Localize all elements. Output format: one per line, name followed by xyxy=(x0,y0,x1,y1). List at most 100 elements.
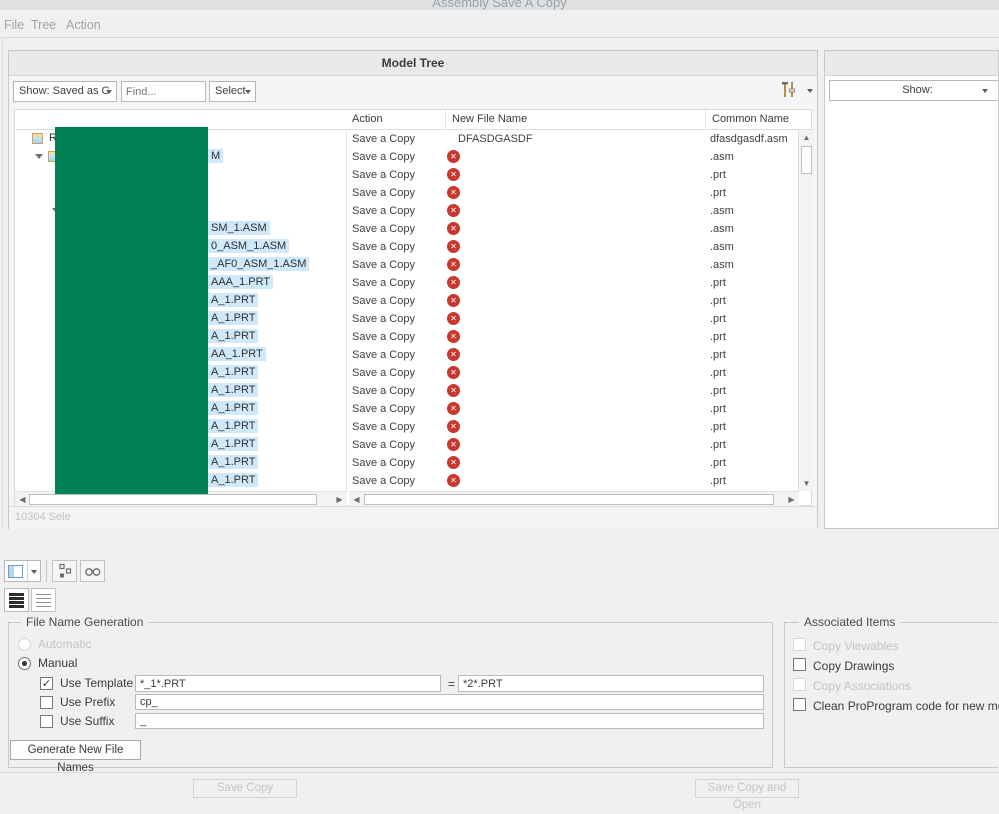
generate-new-file-names-button[interactable]: Generate New File Names xyxy=(10,740,141,774)
scrollbar-thumb[interactable] xyxy=(364,494,774,505)
use-template-checkbox[interactable] xyxy=(40,677,53,690)
scroll-left-icon[interactable]: ◀ xyxy=(353,495,360,504)
action-cell[interactable]: Save a Copy xyxy=(352,151,415,163)
tree-node-label[interactable]: A_1.PRT xyxy=(208,401,259,415)
action-cell[interactable]: Save a Copy xyxy=(352,169,415,181)
select-dropdown[interactable]: Select xyxy=(209,81,256,102)
scroll-up-icon[interactable]: ▲ xyxy=(802,133,811,142)
use-prefix-checkbox[interactable] xyxy=(40,696,53,709)
table-row[interactable]: A_1.PRT Save a Copy ✕ .prt xyxy=(15,436,798,454)
table-row[interactable]: A_1.PRT Save a Copy ✕ .prt xyxy=(15,364,798,382)
tree-node-label[interactable]: AA_1.PRT xyxy=(208,347,266,361)
action-cell[interactable]: Save a Copy xyxy=(352,277,415,289)
table-row[interactable]: Save a Copy ✕ .prt xyxy=(15,184,798,202)
action-cell[interactable]: Save a Copy xyxy=(352,385,415,397)
dense-list-button[interactable] xyxy=(4,588,29,612)
tree-node-label[interactable]: A_1.PRT xyxy=(208,419,259,433)
table-row[interactable]: Save a Copy ✕ .asm xyxy=(15,202,798,220)
tree-node-label[interactable]: A_1.PRT xyxy=(208,473,259,487)
action-cell[interactable]: Save a Copy xyxy=(352,439,415,451)
checkbox[interactable] xyxy=(793,658,806,671)
save-copy-button[interactable]: Save Copy xyxy=(193,779,297,798)
save-copy-and-open-button[interactable]: Save Copy and Open xyxy=(695,779,799,811)
scrollbar-thumb[interactable] xyxy=(801,146,812,174)
template-replacement-input[interactable] xyxy=(458,675,764,692)
table-row[interactable]: _AF0_ASM_1.ASM Save a Copy ✕ .asm xyxy=(15,256,798,274)
table-row[interactable]: A_1.PRT Save a Copy ✕ .prt xyxy=(15,400,798,418)
action-cell[interactable]: Save a Copy xyxy=(352,367,415,379)
table-row[interactable]: Save a Copy ✕ .prt xyxy=(15,166,798,184)
action-cell[interactable]: Save a Copy xyxy=(352,295,415,307)
scroll-down-icon[interactable]: ▼ xyxy=(802,479,811,488)
tree-node-label[interactable]: A_1.PRT xyxy=(208,455,259,469)
action-cell[interactable]: Save a Copy xyxy=(352,403,415,415)
show-filter-dropdown[interactable]: Show: Saved as C xyxy=(13,81,117,102)
table-row[interactable]: A_1.PRT Save a Copy ✕ .prt xyxy=(15,328,798,346)
find-input[interactable] xyxy=(121,81,206,102)
menu-file[interactable]: File xyxy=(4,18,25,32)
table-row[interactable]: AAA_1.PRT Save a Copy ✕ .prt xyxy=(15,274,798,292)
tree-node-label[interactable]: 0_ASM_1.ASM xyxy=(208,239,290,253)
manual-radio[interactable] xyxy=(18,657,31,670)
scroll-right-icon[interactable]: ▶ xyxy=(788,495,795,504)
menu-tree[interactable]: Tree xyxy=(31,18,57,32)
tree-structure-button[interactable] xyxy=(52,560,77,582)
tree-node-label[interactable]: A_1.PRT xyxy=(208,365,259,379)
action-cell[interactable]: Save a Copy xyxy=(352,475,415,487)
tree-node-label[interactable]: A_1.PRT xyxy=(208,293,259,307)
tree-node-label[interactable]: A_1.PRT xyxy=(208,437,259,451)
use-suffix-checkbox[interactable] xyxy=(40,715,53,728)
table-horizontal-scrollbar[interactable]: ◀ ▶ xyxy=(349,491,799,507)
column-header-common-name[interactable]: Common Name xyxy=(712,113,790,125)
action-cell[interactable]: Save a Copy xyxy=(352,457,415,469)
table-row[interactable]: AA_1.PRT Save a Copy ✕ .prt xyxy=(15,346,798,364)
action-cell[interactable]: Save a Copy xyxy=(352,349,415,361)
tree-node-label[interactable]: AAA_1.PRT xyxy=(208,275,274,289)
action-cell[interactable]: Save a Copy xyxy=(352,331,415,343)
view-glasses-button[interactable] xyxy=(80,560,105,582)
scrollbar-thumb[interactable] xyxy=(29,494,317,505)
tree-node-label[interactable]: A_1.PRT xyxy=(208,383,259,397)
action-cell[interactable]: Save a Copy xyxy=(352,223,415,235)
prefix-input[interactable] xyxy=(135,694,764,710)
table-row[interactable]: 0_ASM_1.ASM Save a Copy ✕ .asm xyxy=(15,238,798,256)
action-cell[interactable]: Save a Copy xyxy=(352,259,415,271)
expander-icon[interactable] xyxy=(35,154,43,159)
tree-node-label[interactable]: M xyxy=(208,149,224,163)
scroll-left-icon[interactable]: ◀ xyxy=(19,495,26,504)
table-row[interactable]: M Save a Copy ✕ .asm xyxy=(15,148,798,166)
table-row[interactable]: A_1.PRT Save a Copy ✕ .prt xyxy=(15,310,798,328)
panes-layout-button[interactable] xyxy=(4,560,41,582)
tree-node-label[interactable]: _AF0_ASM_1.ASM xyxy=(208,257,310,271)
column-header-new-file[interactable]: New File Name xyxy=(452,113,528,125)
column-header-action[interactable]: Action xyxy=(352,113,383,125)
action-cell[interactable]: Save a Copy xyxy=(352,133,415,145)
checkbox[interactable] xyxy=(793,698,806,711)
table-row[interactable]: SM_1.ASM Save a Copy ✕ .asm xyxy=(15,220,798,238)
action-cell[interactable]: Save a Copy xyxy=(352,313,415,325)
preview-show-dropdown[interactable]: Show: xyxy=(829,80,998,101)
table-row[interactable]: A_1.PRT Save a Copy ✕ .prt xyxy=(15,454,798,472)
template-pattern-input[interactable] xyxy=(135,675,441,692)
tree-node-label[interactable]: A_1.PRT xyxy=(208,329,259,343)
sparse-list-button[interactable] xyxy=(31,588,56,612)
table-row[interactable]: A_1.PRT Save a Copy ✕ .prt xyxy=(15,382,798,400)
filter-chevron-down-icon[interactable] xyxy=(807,89,813,93)
action-cell[interactable]: Save a Copy xyxy=(352,421,415,433)
vertical-scrollbar[interactable]: ▲ ▼ xyxy=(798,130,813,491)
new-file-name-cell[interactable]: DFASDGASDF xyxy=(458,133,533,145)
table-row[interactable]: A_1.PRT Save a Copy ✕ .prt xyxy=(15,472,798,490)
suffix-input[interactable] xyxy=(135,713,764,729)
tree-node-label[interactable]: A_1.PRT xyxy=(208,311,259,325)
action-cell[interactable]: Save a Copy xyxy=(352,241,415,253)
scroll-right-icon[interactable]: ▶ xyxy=(336,495,343,504)
window-title: Assembly Save A Copy xyxy=(432,0,567,10)
tree-filters-button[interactable] xyxy=(777,81,803,102)
tree-node-label[interactable]: SM_1.ASM xyxy=(208,221,270,235)
table-row[interactable]: A_1.PRT Save a Copy ✕ .prt xyxy=(15,292,798,310)
action-cell[interactable]: Save a Copy xyxy=(352,187,415,199)
action-cell[interactable]: Save a Copy xyxy=(352,205,415,217)
menu-action[interactable]: Action xyxy=(66,18,101,32)
table-row[interactable]: A_1.PRT Save a Copy ✕ .prt xyxy=(15,418,798,436)
